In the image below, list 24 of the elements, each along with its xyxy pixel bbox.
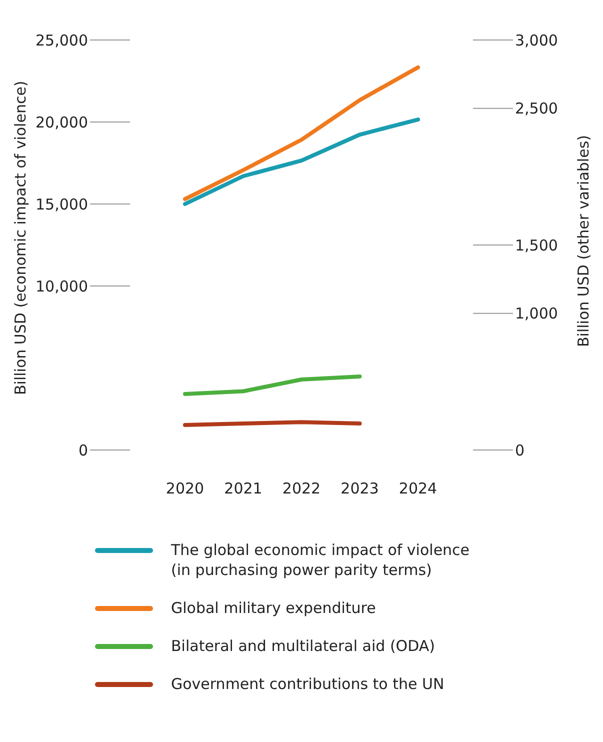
legend-label: Government contributions to the UN [171, 674, 444, 694]
x-tick-label: 2024 [398, 480, 438, 498]
x-tick-label: 2022 [282, 480, 321, 498]
x-tick-label: 2023 [340, 480, 379, 498]
y-tick-label: 25,000 [36, 31, 88, 50]
y-tick-label: 10,000 [36, 277, 88, 296]
y-axis-title: Billion USD (economic impact of violence) [11, 80, 30, 395]
y-tick-label: 0 [78, 441, 88, 460]
line-series [183, 118, 420, 206]
y-tick-label: 20,000 [36, 113, 88, 132]
legend-label: Global military expenditure [171, 598, 376, 618]
x-tick-label: 2020 [166, 480, 204, 498]
legend-label: The global economic impact of violence (in purchasing power parity terms) [171, 540, 470, 580]
y-tick-label: 15,000 [36, 195, 88, 214]
y2-tick-label: 0 [515, 441, 525, 460]
line-series [183, 374, 362, 396]
x-tick-label: 2021 [224, 480, 262, 498]
y2-axis-title: Billion USD (other variables) [574, 135, 592, 347]
line-series [183, 65, 420, 202]
y2-tick-label: 1,500 [515, 236, 558, 254]
y2-tick-label: 1,000 [515, 304, 558, 323]
y2-tick-label: 3,000 [515, 31, 558, 50]
y2-tick-label: 2,500 [515, 100, 558, 118]
legend-label: Bilateral and multilateral aid (ODA) [171, 636, 436, 656]
